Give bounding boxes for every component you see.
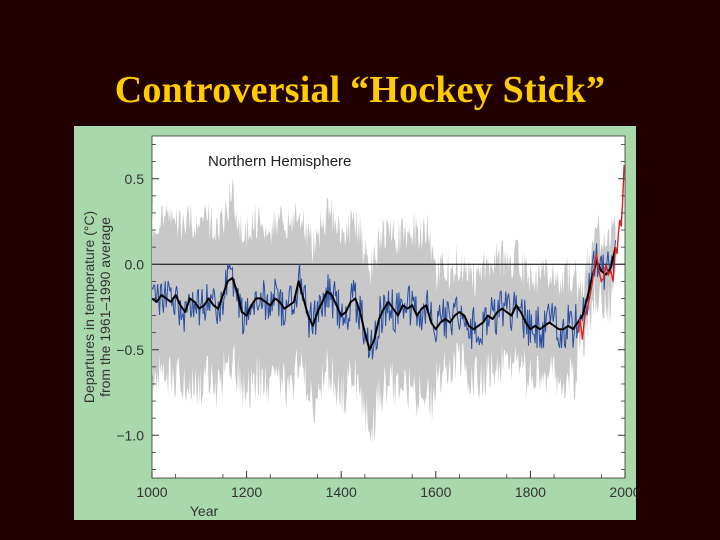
y-tick-label: 0.5 <box>125 171 145 187</box>
x-tick-label: 1400 <box>326 484 357 500</box>
instrumental-line <box>577 165 625 340</box>
y-tick-label: 0.0 <box>125 256 145 272</box>
y-axis-label-line1: Departures in temperature (°C) <box>81 211 97 403</box>
y-axis-label-line2: from the 1961–1990 average <box>97 217 113 397</box>
instrumental-layer <box>577 165 625 340</box>
x-tick-label: 1200 <box>231 484 262 500</box>
y-tick-label: −1.0 <box>116 427 144 443</box>
smoothed-layer <box>151 246 617 351</box>
x-tick-label: 1800 <box>515 484 546 500</box>
smoothed-line <box>151 246 617 351</box>
slide-title: Controversial “Hockey Stick” <box>114 69 606 111</box>
chart-panel-title: Northern Hemisphere <box>208 153 351 170</box>
y-tick-label: −0.5 <box>116 342 144 358</box>
reconstruction-line <box>151 240 616 360</box>
x-tick-label: 1000 <box>136 484 167 500</box>
uncertainty-band <box>152 178 616 445</box>
reconstruction-layer <box>151 240 616 360</box>
x-tick-label: 1600 <box>420 484 451 500</box>
x-axis-label: Year <box>190 503 219 519</box>
uncertainty-band-layer <box>152 178 616 445</box>
